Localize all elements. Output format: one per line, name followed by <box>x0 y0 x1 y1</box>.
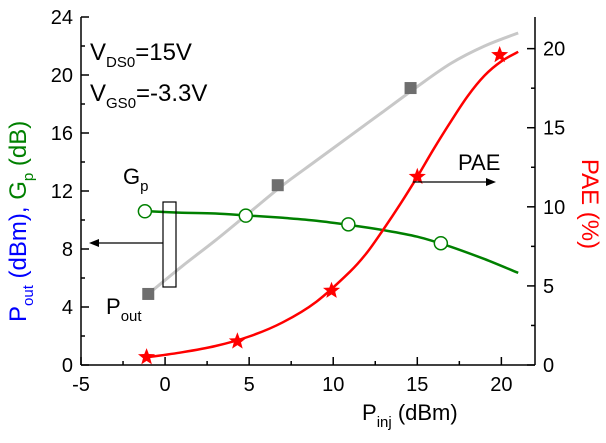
x-tick-label: 10 <box>322 374 344 396</box>
y-left-tick-label: 12 <box>51 181 73 203</box>
pae-annotation: PAE <box>458 150 500 175</box>
x-tick-label: 20 <box>490 374 512 396</box>
x-tick-label: 15 <box>406 374 428 396</box>
gp-arrow-head <box>89 239 99 247</box>
y-left-tick-label: 24 <box>51 7 73 29</box>
y-axis-left-title-part: out <box>20 284 37 306</box>
series-layer <box>137 31 519 365</box>
pae-point <box>323 281 341 298</box>
pout-point <box>271 179 284 192</box>
pae-point <box>138 348 156 365</box>
pae-arrow-head <box>486 178 496 186</box>
x-tick-label: -5 <box>72 374 90 396</box>
y-axis-left-title: Pout (dBm), Gp (dB) <box>5 121 37 322</box>
gp-series-line <box>148 210 519 275</box>
gp-annotation: Gp <box>123 164 148 195</box>
gp-point <box>137 204 153 219</box>
vgs-annotation: VGS0=-3.3V <box>90 80 207 112</box>
y-right-tick-label: 10 <box>543 197 565 219</box>
pout-series-line <box>147 31 519 296</box>
y-axis-right-title: PAE (%) <box>576 159 603 249</box>
gp-bracket <box>162 201 177 288</box>
y-right-tick-label: 5 <box>543 276 554 298</box>
y-right-tick-label: 0 <box>543 355 554 377</box>
y-right-tick-label: 20 <box>543 39 565 61</box>
y-left-tick-label: 16 <box>51 123 73 145</box>
y-left-tick-label: 0 <box>62 355 73 377</box>
y-axis-left-title-part: p <box>20 173 37 181</box>
y-axis-left-title-part: (dB) <box>5 121 32 173</box>
pae-point <box>408 167 426 184</box>
y-left-tick-label: 8 <box>62 239 73 261</box>
vds-annotation: VDS0=15V <box>90 39 192 71</box>
gp-point <box>341 217 356 232</box>
pout-point <box>142 287 155 300</box>
y-left-tick-label: 4 <box>62 297 73 319</box>
gp-point <box>238 208 254 223</box>
pout-annotation: Pout <box>106 294 142 325</box>
pout-point <box>404 82 417 95</box>
x-tick-label: 5 <box>244 374 255 396</box>
pae-point <box>228 332 246 349</box>
y-right-tick-label: 15 <box>543 118 565 140</box>
y-axis-left-title-part: P <box>5 306 32 322</box>
y-axis-left-title-part: (dBm), <box>5 200 32 285</box>
x-axis-title: Pinj (dBm) <box>362 400 458 431</box>
x-tick-label: 0 <box>160 374 171 396</box>
pae-point <box>491 46 509 63</box>
y-left-tick-label: 20 <box>51 65 73 87</box>
y-axis-left-title-part: G <box>5 181 32 200</box>
gp-point <box>433 235 449 251</box>
